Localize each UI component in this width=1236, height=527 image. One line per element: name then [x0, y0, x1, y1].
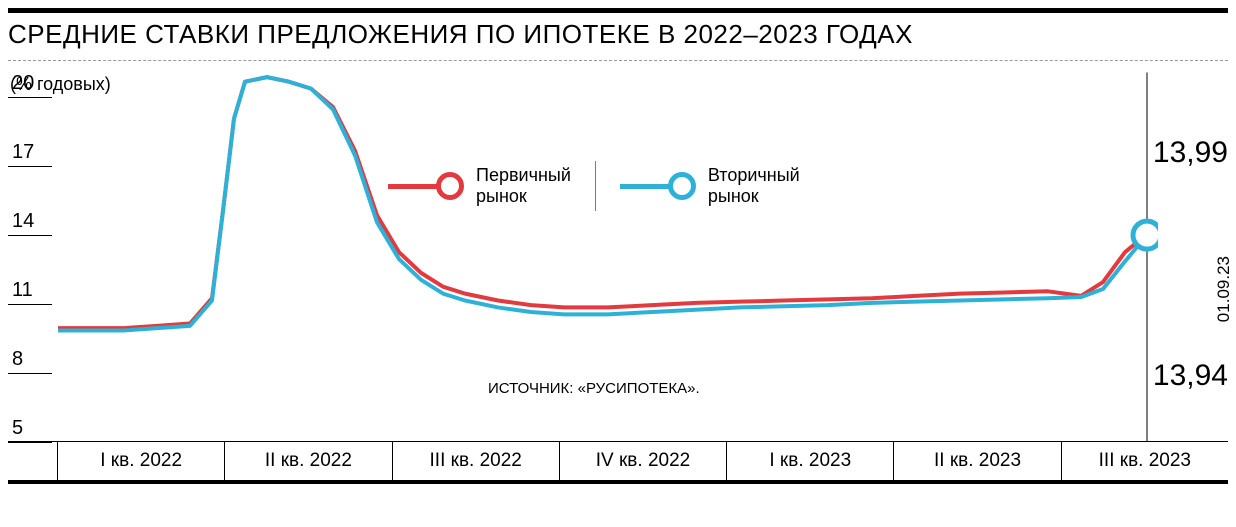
chart-title: СРЕДНИЕ СТАВКИ ПРЕДЛОЖЕНИЯ ПО ИПОТЕКЕ В …	[8, 8, 1228, 61]
legend-label-primary: Первичныйрынок	[476, 165, 571, 206]
plot-area: 13,99 13,94 01.09.23 Первичныйрынок Втор…	[8, 61, 1228, 441]
x-tick: III кв. 2022	[393, 442, 560, 480]
legend-separator	[595, 161, 596, 211]
legend-swatch-secondary	[620, 171, 700, 201]
x-tick: II кв. 2023	[894, 442, 1061, 480]
chart-container: СРЕДНИЕ СТАВКИ ПРЕДЛОЖЕНИЯ ПО ИПОТЕКЕ В …	[8, 8, 1228, 484]
x-tick: IV кв. 2022	[560, 442, 727, 480]
x-axis-spacer	[8, 442, 58, 480]
x-tick: I кв. 2022	[58, 442, 225, 480]
end-value-secondary: 13,94	[1153, 359, 1228, 393]
y-tick: 14	[8, 210, 52, 236]
y-tick: 20	[8, 72, 52, 98]
x-tick: III кв. 2023	[1062, 442, 1228, 480]
y-tick: 5	[8, 417, 52, 443]
legend: Первичныйрынок Вторичныйрынок	[388, 161, 800, 211]
y-tick: 17	[8, 141, 52, 167]
legend-label-secondary: Вторичныйрынок	[708, 165, 800, 206]
end-date-label: 01.09.23	[1214, 256, 1234, 322]
x-axis: I кв. 2022II кв. 2022III кв. 2022IV кв. …	[8, 441, 1228, 484]
legend-circle-icon	[436, 172, 464, 200]
legend-swatch-primary	[388, 171, 468, 201]
x-tick: I кв. 2023	[727, 442, 894, 480]
source-label: ИСТОЧНИК: «РУСИПОТЕКА».	[488, 380, 700, 397]
legend-circle-icon	[668, 172, 696, 200]
legend-item-primary: Первичныйрынок	[388, 165, 571, 206]
end-value-primary: 13,99	[1153, 136, 1228, 170]
x-tick: II кв. 2022	[225, 442, 392, 480]
y-tick: 8	[8, 348, 52, 374]
y-tick: 11	[8, 279, 52, 305]
legend-item-secondary: Вторичныйрынок	[620, 165, 800, 206]
